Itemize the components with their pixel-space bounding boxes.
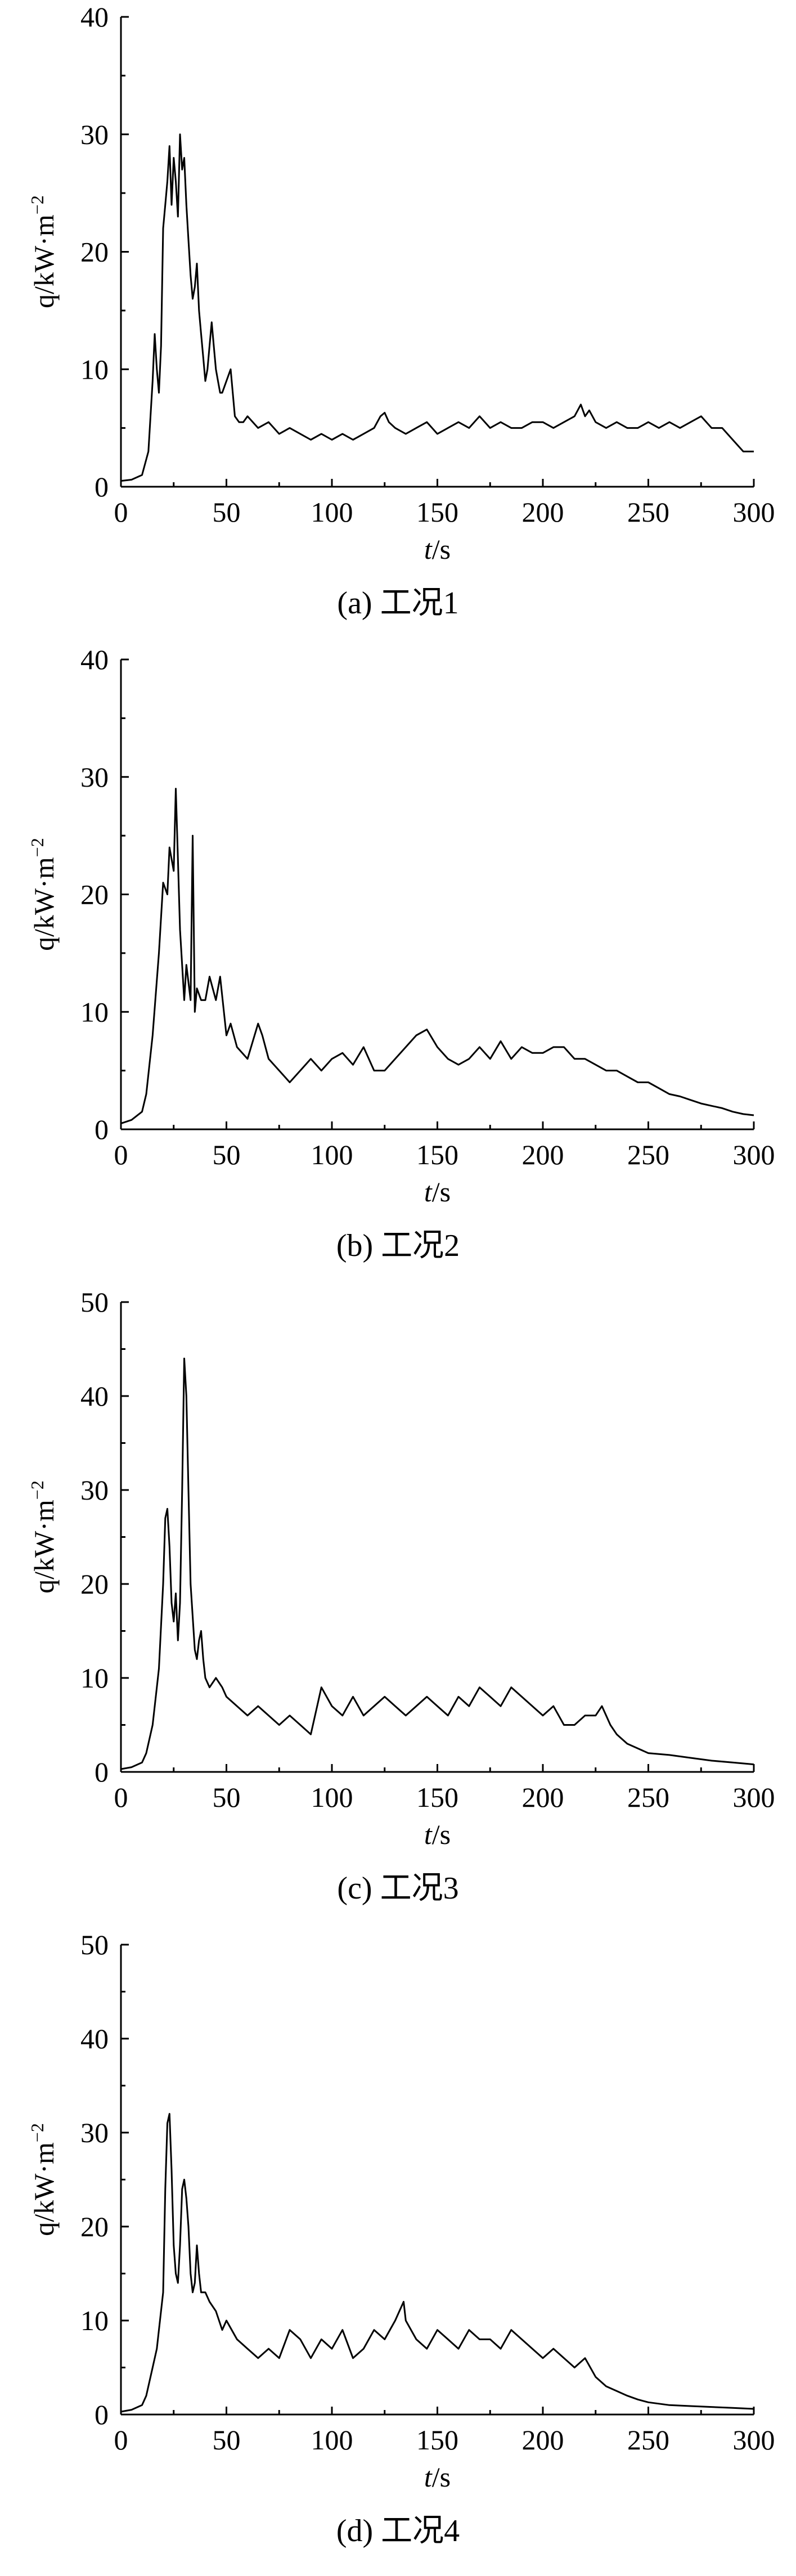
series-line (120, 1357, 754, 1770)
y-tick-label: 10 (80, 353, 109, 385)
y-tick-label: 50 (80, 1286, 109, 1318)
chart-svg: 0 50 100 150 200 250 300 0 10 20 30 40 t/s q/kW·m−2 (27, 1, 775, 565)
y-tick-label: 20 (80, 2211, 109, 2242)
x-tick-label: 300 (733, 496, 775, 528)
x-tick-label: 200 (522, 2424, 564, 2456)
y-tick-label: 40 (80, 1, 109, 33)
chart-panel-1: 0 50 100 150 200 250 300 0 10 20 30 40 t/s q/kW·m−2 (a… (0, 0, 796, 643)
series-line (120, 133, 754, 482)
x-tick-label: 100 (311, 2424, 353, 2456)
x-tick-label: 200 (522, 1781, 564, 1813)
x-tick-label: 250 (627, 1781, 669, 1813)
panel-caption: (d) 工况4 (336, 2514, 460, 2548)
chart-svg: 0 50 100 150 200 250 300 0 10 20 30 40 50 t/s q/kW·m−2 (27, 1286, 775, 1850)
x-tick-label: 200 (522, 496, 564, 528)
y-tick-label: 20 (80, 879, 109, 910)
series-line (120, 2113, 754, 2413)
x-tick-label: 300 (733, 1139, 775, 1170)
chart-svg: 0 50 100 150 200 250 300 0 10 20 30 40 50 t/s q/kW·m−2 (27, 1929, 775, 2493)
y-axis-title: q/kW·m−2 (27, 195, 60, 308)
y-tick-label: 10 (80, 996, 109, 1027)
x-axis-title: t/s (424, 2461, 451, 2493)
x-tick-label: 250 (627, 2424, 669, 2456)
y-tick-label: 40 (80, 644, 109, 675)
x-tick-label: 200 (522, 1139, 564, 1170)
y-tick-label: 20 (80, 236, 109, 268)
series-line (120, 788, 754, 1125)
panel-caption: (b) 工况2 (336, 1228, 460, 1263)
y-tick-label: 30 (80, 761, 109, 793)
x-tick-label: 100 (311, 496, 353, 528)
y-tick-label: 0 (95, 471, 109, 502)
x-tick-label: 50 (213, 1781, 241, 1813)
y-tick-label: 30 (80, 1474, 109, 1506)
y-tick-label: 20 (80, 1568, 109, 1600)
x-tick-label: 100 (311, 1781, 353, 1813)
x-tick-label: 0 (114, 496, 128, 528)
y-tick-label: 0 (95, 1756, 109, 1788)
x-tick-label: 0 (114, 2424, 128, 2456)
chart-panel-3: 0 50 100 150 200 250 300 0 10 20 30 40 50 t/s q/kW·m−2… (0, 1285, 796, 1928)
x-tick-label: 100 (311, 1139, 353, 1170)
chart-svg: 0 50 100 150 200 250 300 0 10 20 30 40 t/s q/kW·m−2 (27, 644, 775, 1208)
y-tick-label: 40 (80, 1380, 109, 1412)
x-tick-label: 50 (213, 1139, 241, 1170)
y-tick-label: 0 (95, 1114, 109, 1145)
y-tick-label: 40 (80, 2023, 109, 2054)
y-axis-title: q/kW·m−2 (27, 1480, 60, 1594)
x-tick-label: 0 (114, 1139, 128, 1170)
y-axis-title: q/kW·m−2 (27, 838, 60, 951)
x-tick-label: 150 (416, 1781, 458, 1813)
x-axis-title: t/s (424, 533, 451, 565)
y-tick-label: 30 (80, 119, 109, 150)
x-tick-label: 50 (213, 496, 241, 528)
panel-caption: (c) 工况3 (337, 1871, 459, 1906)
panel-caption: (a) 工况1 (337, 586, 459, 621)
x-axis-title: t/s (424, 1176, 451, 1208)
y-tick-label: 0 (95, 2399, 109, 2430)
x-tick-label: 0 (114, 1781, 128, 1813)
y-tick-label: 10 (80, 1662, 109, 1694)
x-tick-label: 150 (416, 496, 458, 528)
x-tick-label: 150 (416, 2424, 458, 2456)
x-axis-title: t/s (424, 1819, 451, 1850)
x-tick-label: 250 (627, 1139, 669, 1170)
y-axis-title: q/kW·m−2 (27, 2123, 60, 2236)
y-tick-label: 10 (80, 2305, 109, 2336)
x-tick-label: 50 (213, 2424, 241, 2456)
chart-panel-2: 0 50 100 150 200 250 300 0 10 20 30 40 t/s q/kW·m−2 (b… (0, 643, 796, 1285)
y-tick-label: 30 (80, 2117, 109, 2148)
y-tick-label: 50 (80, 1929, 109, 1960)
x-tick-label: 150 (416, 1139, 458, 1170)
chart-panel-4: 0 50 100 150 200 250 300 0 10 20 30 40 50 t/s q/kW·m−2… (0, 1928, 796, 2570)
x-tick-label: 300 (733, 2424, 775, 2456)
x-tick-label: 250 (627, 496, 669, 528)
x-tick-label: 300 (733, 1781, 775, 1813)
